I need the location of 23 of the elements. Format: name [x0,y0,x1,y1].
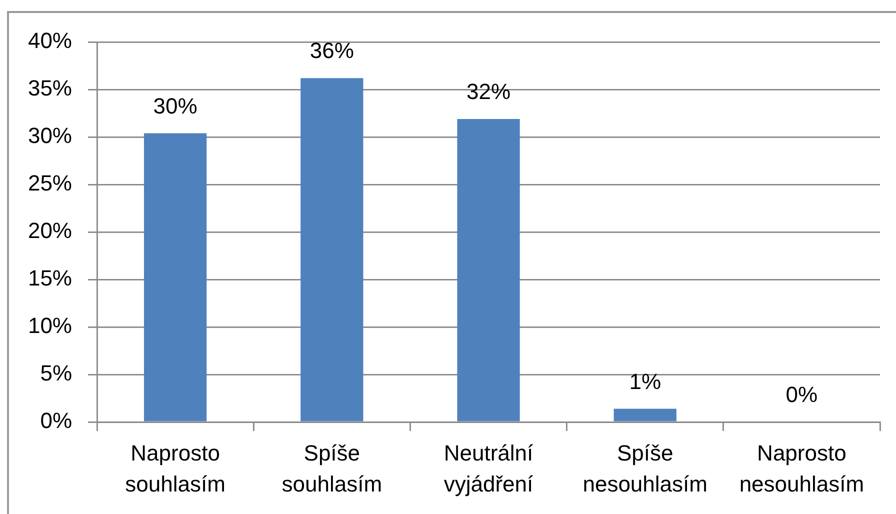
data-label: 30% [153,93,198,118]
x-tick-label: Neutrální vyjádření [444,440,534,496]
bar [614,408,676,422]
y-tick-label: 35% [28,76,72,101]
bar [144,133,207,422]
bar [457,118,520,422]
x-tick-label: Naprosto souhlasím [125,440,226,496]
y-tick-label: 30% [28,123,72,148]
x-tick-label: Spíše nesouhlasím [582,440,708,496]
data-label: 0% [786,382,818,408]
data-label: 32% [466,79,511,104]
x-tick-label: Spíše souhlasím [282,440,382,496]
data-label: 36% [310,38,354,64]
y-tick-label: 5% [40,360,72,386]
y-tick-label: 20% [28,218,72,244]
y-tick-label: 40% [28,28,72,54]
y-tick-label: 15% [28,266,72,291]
x-tick-label: Naprosto nesouhlasím [739,440,864,496]
data-label: 1% [629,368,661,394]
y-tick-label: 10% [28,313,72,338]
y-tick-label: 25% [28,170,72,196]
y-tick-label: 0% [40,408,72,434]
bar [300,78,364,422]
